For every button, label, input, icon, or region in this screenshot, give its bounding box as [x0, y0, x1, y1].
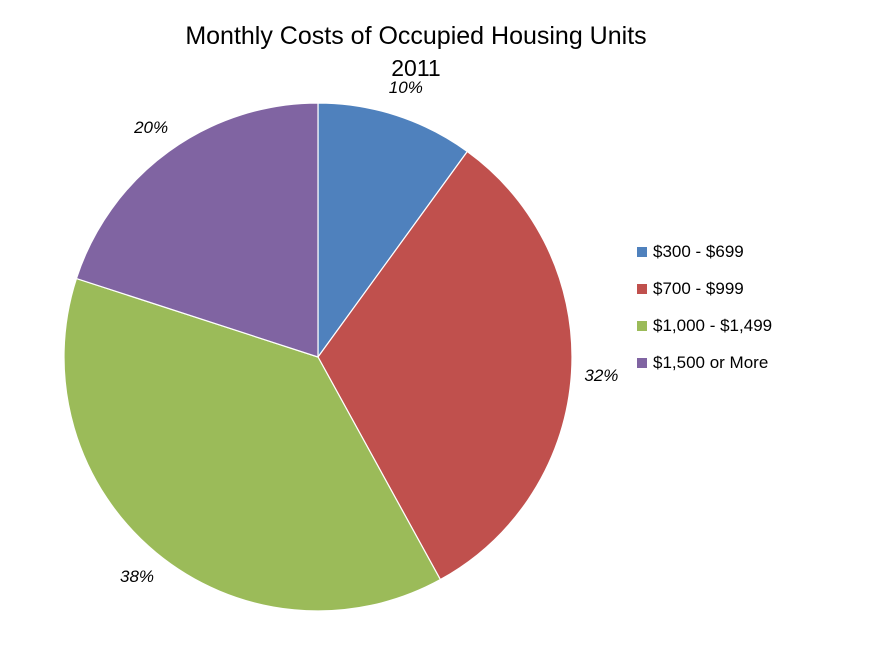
pie-data-label-2: 32% [584, 366, 618, 385]
chart-title: Monthly Costs of Occupied Housing Units [185, 22, 646, 50]
pie-data-labels: 10% 32% 38% 20% [120, 78, 618, 586]
chart-legend: $300 - $699 $700 - $999 $1,000 - $1,499 $1,… [637, 242, 772, 372]
pie-data-label-1: 10% [389, 78, 423, 97]
pie-data-label-4: 20% [133, 118, 168, 137]
pie-slice-1 [317, 102, 469, 359]
legend-label-2: $700 - $999 [653, 279, 744, 298]
legend-swatch-2 [637, 284, 647, 294]
pie-slice-4 [75, 102, 319, 358]
legend-label-1: $300 - $699 [653, 242, 744, 261]
legend-swatch-3 [637, 321, 647, 331]
pie-data-label-3: 38% [120, 567, 154, 586]
legend-swatch-4 [637, 358, 647, 368]
pie-slice-3 [63, 277, 442, 612]
legend-label-3: $1,000 - $1,499 [653, 316, 772, 335]
chart-subtitle: 2011 [391, 55, 440, 81]
legend-swatch-1 [637, 247, 647, 257]
pie-slice-2 [317, 150, 573, 581]
pie-slices [63, 102, 573, 612]
legend-label-4: $1,500 or More [653, 353, 768, 372]
